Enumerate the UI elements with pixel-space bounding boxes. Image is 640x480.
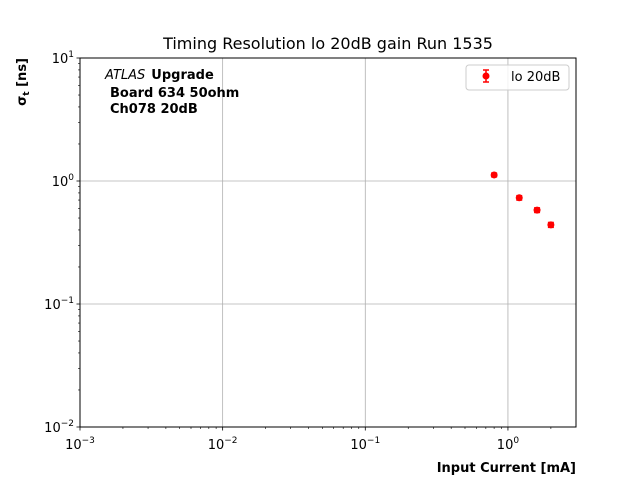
legend-label: lo 20dB xyxy=(511,70,560,85)
x-tick-label-base: 10 xyxy=(65,438,82,453)
x-tick-label-exponent: −3 xyxy=(82,436,95,446)
x-tick-label-base: 10 xyxy=(497,438,514,453)
x-tick-label-exponent: 0 xyxy=(513,436,519,446)
grid xyxy=(80,58,576,427)
y-axis-label: σt [ns] xyxy=(15,58,32,106)
y-axis-label-unit: [ns] xyxy=(15,58,30,91)
y-tick-label-base: 10 xyxy=(44,421,61,436)
legend-marker xyxy=(482,72,490,80)
x-axis-label: Input Current [mA] xyxy=(437,461,576,476)
y-tick-label: 10−2 xyxy=(44,419,74,436)
atlas-label: ATLAS Upgrade xyxy=(104,68,214,83)
legend: lo 20dB xyxy=(465,64,570,91)
y-tick-label-base: 10 xyxy=(52,52,69,67)
chart-title: Timing Resolution lo 20dB gain Run 1535 xyxy=(162,34,493,53)
y-tick-label-exponent: 0 xyxy=(68,173,74,183)
y-axis-label-symbol: σ xyxy=(15,96,30,106)
data-point xyxy=(533,206,541,214)
plot-frame xyxy=(79,57,577,428)
upgrade-label-text: Upgrade xyxy=(151,68,214,83)
atlas-label-text: ATLAS xyxy=(104,68,145,83)
y-tick-label-base: 10 xyxy=(52,175,69,190)
legend-box xyxy=(465,64,570,91)
y-tick-label: 101 xyxy=(52,50,74,67)
y-tick-label-exponent: −1 xyxy=(61,296,74,306)
y-tick-label-exponent: −2 xyxy=(61,419,74,429)
x-tick-label: 10−3 xyxy=(65,436,95,453)
data-series xyxy=(490,171,555,229)
y-axis-label-subscript: t xyxy=(22,91,32,96)
major-ticks xyxy=(76,57,509,431)
board-label: Board 634 50ohm xyxy=(110,86,239,101)
data-point xyxy=(490,171,498,179)
x-tick-label-exponent: −1 xyxy=(367,436,380,446)
x-tick-label: 10−2 xyxy=(208,436,238,453)
y-tick-label-base: 10 xyxy=(44,298,61,313)
data-point xyxy=(515,194,523,202)
x-tick-label: 10−1 xyxy=(350,436,380,453)
y-tick-label-exponent: 1 xyxy=(68,50,74,60)
x-tick-label-base: 10 xyxy=(350,438,367,453)
y-tick-label: 100 xyxy=(52,173,75,190)
data-point xyxy=(547,221,555,229)
channel-label: Ch078 20dB xyxy=(110,102,198,117)
atlas-annotation: ATLAS Upgrade Board 634 50ohm Ch078 20dB xyxy=(104,68,239,117)
x-tick-label-base: 10 xyxy=(208,438,225,453)
y-tick-label: 10−1 xyxy=(44,296,74,313)
x-tick-label: 100 xyxy=(497,436,520,453)
x-tick-label-exponent: −2 xyxy=(224,436,237,446)
